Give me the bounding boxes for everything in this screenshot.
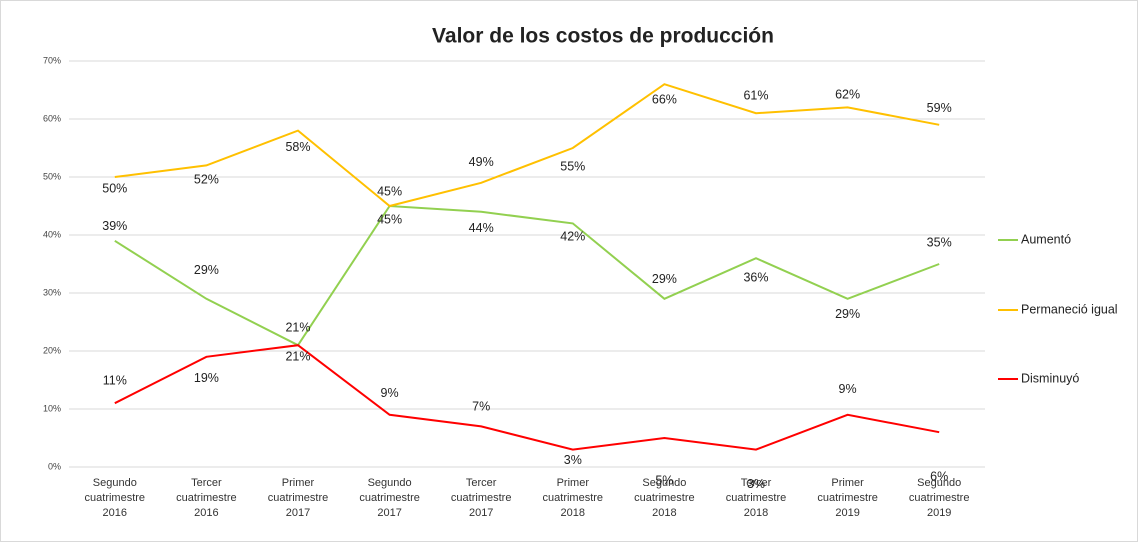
data-label: 58% [285, 140, 310, 154]
series-line [114, 83, 940, 208]
x-tick-line: cuatrimestre [85, 492, 146, 504]
x-tick-label: Segundo cuatrimestre 2019 [909, 477, 970, 519]
x-tick-line: cuatrimestre [817, 492, 878, 504]
x-tick-label: Primer cuatrimestre 2017 [268, 477, 329, 519]
x-tick-line: Tercer [191, 477, 222, 489]
x-tick-line: cuatrimestre [451, 492, 512, 504]
data-label: 9% [381, 386, 399, 400]
series-line [114, 204, 940, 347]
data-label: 52% [194, 173, 219, 187]
data-label: 39% [102, 219, 127, 233]
data-label: 21% [285, 349, 310, 363]
data-label: 50% [102, 181, 127, 195]
x-tick-line: Segundo [642, 477, 686, 489]
data-label: 29% [835, 307, 860, 321]
y-tick-label: 10% [43, 403, 61, 413]
x-tick-line: 2019 [927, 507, 951, 519]
x-tick-line: 2018 [652, 507, 676, 519]
x-tick-label: Segundo cuatrimestre 2017 [359, 477, 420, 519]
x-tick-line: cuatrimestre [359, 492, 420, 504]
x-tick-line: 2016 [194, 507, 218, 519]
x-tick-line: 2017 [286, 507, 310, 519]
x-tick-line: 2018 [744, 507, 768, 519]
data-label: 29% [652, 272, 677, 286]
data-label: 29% [194, 263, 219, 277]
data-label: 9% [839, 382, 857, 396]
x-tick-line: Tercer [741, 477, 772, 489]
data-label: 61% [743, 88, 768, 102]
x-tick-line: Segundo [93, 477, 137, 489]
x-tick-line: 2018 [561, 507, 585, 519]
y-tick-label: 50% [43, 171, 61, 181]
x-tick-line: Segundo [917, 477, 961, 489]
y-tick-label: 20% [43, 345, 61, 355]
x-tick-label: Primer cuatrimestre 2019 [817, 477, 878, 519]
x-tick-line: Primer [282, 477, 315, 489]
data-label: 3% [747, 477, 765, 491]
legend-label: Permaneció igual [1021, 302, 1118, 316]
data-label: 59% [927, 101, 952, 115]
data-label: 66% [652, 92, 677, 106]
x-tick-label: Tercer cuatrimestre 2018 [726, 477, 787, 519]
data-label: 6% [930, 469, 948, 483]
y-tick-label: 40% [43, 229, 61, 239]
data-label: 21% [285, 320, 310, 334]
data-label: 5% [655, 473, 673, 487]
x-tick-line: cuatrimestre [726, 492, 787, 504]
y-tick-label: 60% [43, 113, 61, 123]
y-tick-label: 30% [43, 287, 61, 297]
chart-title: Valor de los costos de producción [432, 25, 774, 48]
data-label: 49% [469, 155, 494, 169]
data-label: 19% [194, 371, 219, 385]
series-line [114, 344, 940, 451]
data-label: 35% [927, 235, 952, 249]
x-tick-line: Primer [557, 477, 590, 489]
x-tick-line: cuatrimestre [543, 492, 604, 504]
x-tick-line: cuatrimestre [176, 492, 237, 504]
y-tick-label: 0% [48, 461, 61, 471]
x-tick-line: cuatrimestre [268, 492, 329, 504]
data-label: 45% [377, 184, 402, 198]
data-label: 62% [835, 88, 860, 102]
data-label: 36% [743, 270, 768, 284]
x-tick-line: 2019 [835, 507, 859, 519]
x-tick-label: Tercer cuatrimestre 2016 [176, 477, 237, 519]
y-tick-label: 70% [43, 55, 61, 65]
data-label: 11% [103, 373, 127, 387]
data-label: 3% [564, 453, 582, 467]
x-tick-line: 2017 [469, 507, 493, 519]
x-tick-label: Segundo cuatrimestre 2016 [85, 477, 146, 519]
x-tick-line: cuatrimestre [909, 492, 970, 504]
legend-label: Aumentó [1021, 232, 1071, 246]
x-tick-line: 2016 [103, 507, 127, 519]
x-tick-line: Primer [831, 477, 864, 489]
x-tick-line: 2017 [377, 507, 401, 519]
x-tick-label: Segundo cuatrimestre 2018 [634, 477, 695, 519]
x-tick-label: Tercer cuatrimestre 2017 [451, 477, 512, 519]
data-label: 44% [469, 221, 494, 235]
legend-label: Disminuyó [1021, 371, 1079, 385]
x-tick-line: Tercer [466, 477, 497, 489]
data-label: 7% [472, 400, 490, 414]
x-tick-label: Primer cuatrimestre 2018 [543, 477, 604, 519]
data-label: 42% [560, 230, 585, 244]
data-label: 55% [560, 159, 585, 173]
x-tick-line: cuatrimestre [634, 492, 695, 504]
x-tick-line: Segundo [368, 477, 412, 489]
data-label: 45% [377, 212, 402, 226]
